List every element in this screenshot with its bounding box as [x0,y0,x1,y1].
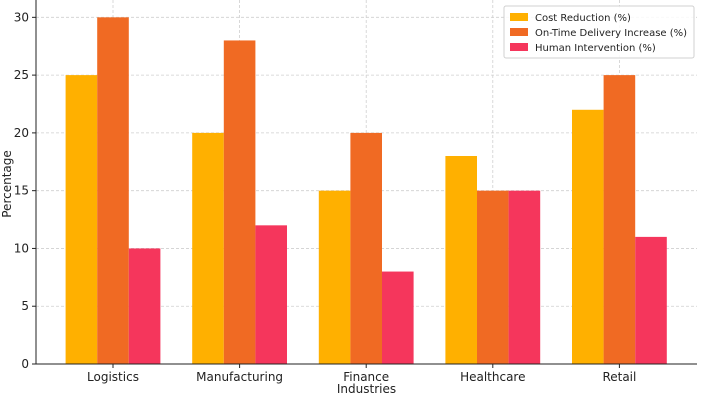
bar-retail-series-3 [635,236,667,364]
y-tick-label: 5 [21,299,29,313]
y-tick-label: 10 [14,241,29,255]
bar-manufacturing-series-1 [192,132,224,364]
legend-swatch [510,13,528,21]
legend-label: Cost Reduction (%) [535,13,631,24]
legend-label: On-Time Delivery Increase (%) [535,28,687,39]
bar-manufacturing-series-2 [223,40,256,364]
bar-healthcare-series-3 [508,190,541,364]
bar-retail-series-1 [572,109,604,365]
y-tick-label: 20 [14,126,29,140]
bar-finance-series-1 [318,190,351,364]
x-tick-label: Retail [602,370,636,384]
legend: Cost Reduction (%) On-Time Delivery Incre… [503,5,695,59]
legend-label: Human Intervention (%) [535,43,656,54]
legend-swatch [510,43,528,51]
x-tick-label: Healthcare [460,370,525,384]
bar-manufacturing-series-3 [255,225,287,364]
bar-finance-series-2 [350,132,382,364]
bars-layer [65,17,667,365]
y-tick-label: 0 [21,357,29,371]
legend-box [503,5,695,59]
y-tick-label: 15 [14,184,29,198]
bar-healthcare-series-1 [445,156,477,364]
ticks-layer: 0 5 10 15 20 25 30 Logistics Manufacturing Financ… [14,10,637,384]
legend-swatch [510,28,528,36]
x-tick-label: Manufacturing [196,370,283,384]
bar-retail-series-2 [603,75,636,364]
bar-logistics-series-1 [65,75,98,364]
y-tick-label: 25 [14,68,29,82]
y-axis-title: Percentage [0,150,14,218]
bar-logistics-series-2 [97,17,129,364]
bar-finance-series-3 [382,271,414,364]
x-tick-label: Logistics [87,370,139,384]
x-axis-title: Industries [337,382,396,396]
bar-healthcare-series-2 [477,190,509,364]
bar-logistics-series-3 [128,248,161,364]
y-tick-label: 30 [14,10,29,24]
x-tick-label: Finance [343,370,389,384]
